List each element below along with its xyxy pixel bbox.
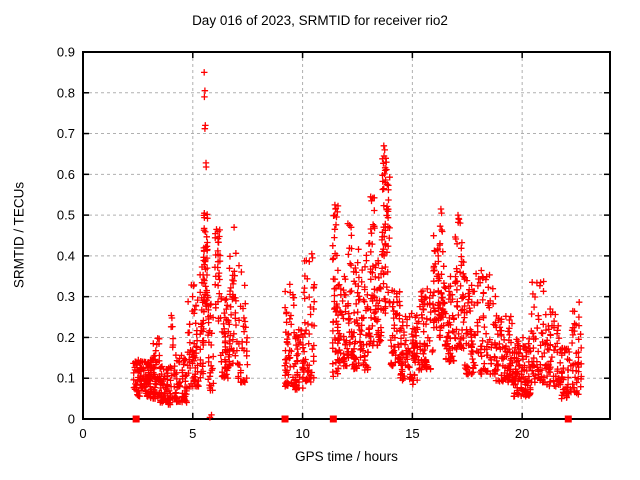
svg-text:0.3: 0.3 — [57, 289, 75, 304]
chart-title: Day 016 of 2023, SRMTID for receiver rio… — [192, 13, 448, 28]
svg-text:0.7: 0.7 — [57, 126, 75, 141]
svg-text:0.4: 0.4 — [57, 248, 75, 263]
svg-text:0.6: 0.6 — [57, 167, 75, 182]
svg-text:0.2: 0.2 — [57, 330, 75, 345]
svg-text:20: 20 — [515, 426, 529, 441]
svg-text:0.5: 0.5 — [57, 208, 75, 223]
svg-text:0.1: 0.1 — [57, 371, 75, 386]
svg-text:0.8: 0.8 — [57, 85, 75, 100]
svg-text:0.9: 0.9 — [57, 45, 75, 60]
svg-text:0: 0 — [79, 426, 86, 441]
svg-text:0: 0 — [68, 412, 75, 427]
svg-text:5: 5 — [189, 426, 196, 441]
x-axis-label: GPS time / hours — [295, 449, 398, 464]
svg-text:10: 10 — [295, 426, 309, 441]
svg-text:15: 15 — [405, 426, 419, 441]
